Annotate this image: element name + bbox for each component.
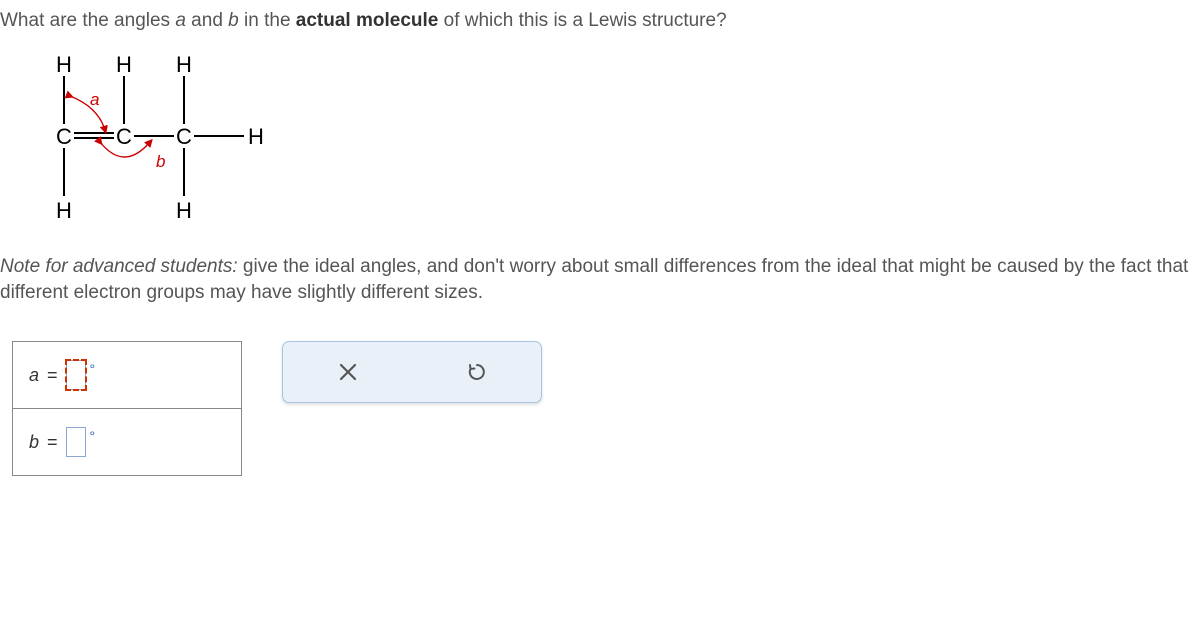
button-group xyxy=(282,341,542,403)
question-var-b: b xyxy=(228,10,239,31)
atom-H-bot-1: H xyxy=(56,198,72,224)
atom-H-bot-3: H xyxy=(176,198,192,224)
answer-eq-b: = xyxy=(47,432,58,453)
bond-v-3 xyxy=(183,76,185,124)
atom-H-right: H xyxy=(248,124,264,150)
bond-single-c3-h xyxy=(194,135,244,137)
reset-button[interactable] xyxy=(457,352,497,392)
answer-b-label: b xyxy=(29,432,39,453)
bond-double-c1-c2 xyxy=(74,132,114,139)
note-lead: Note for advanced students: xyxy=(0,256,238,277)
input-a[interactable] xyxy=(66,360,86,390)
answer-row: a = ° b = ° xyxy=(12,341,1200,476)
atom-C2: C xyxy=(116,124,132,150)
atom-H-top-2: H xyxy=(116,52,132,78)
atom-H-top-3: H xyxy=(176,52,192,78)
clear-button[interactable] xyxy=(328,352,368,392)
bond-v-bot-1 xyxy=(63,148,65,196)
question-prefix: What are the angles xyxy=(0,10,175,31)
angle-label-a: a xyxy=(90,90,99,110)
answer-box: a = ° b = ° xyxy=(12,341,242,476)
degree-a: ° xyxy=(90,361,96,377)
answer-cell-a: a = ° xyxy=(13,342,241,408)
answer-eq-a: = xyxy=(47,365,58,386)
undo-icon xyxy=(465,360,489,384)
atom-C3: C xyxy=(176,124,192,150)
question-mid1: and xyxy=(186,10,228,31)
bond-v-1 xyxy=(63,76,65,124)
degree-b: ° xyxy=(90,428,96,444)
atom-H-top-1: H xyxy=(56,52,72,78)
bond-v-bot-3 xyxy=(183,148,185,196)
question-var-a: a xyxy=(175,10,186,31)
close-icon xyxy=(336,360,360,384)
question-bold: actual molecule xyxy=(296,10,439,31)
note-text: Note for advanced students: give the ide… xyxy=(0,250,1200,305)
bond-v-2 xyxy=(123,76,125,124)
angle-label-b: b xyxy=(156,152,165,172)
question-text: What are the angles a and b in the actua… xyxy=(0,0,1200,32)
input-b[interactable] xyxy=(66,427,86,457)
lewis-structure-diagram: H H H C C C H H H a b xyxy=(50,52,310,232)
atom-C1: C xyxy=(56,124,72,150)
bond-single-c2-c3 xyxy=(134,135,174,137)
question-mid2: in the xyxy=(239,10,296,31)
answer-a-label: a xyxy=(29,365,39,386)
answer-cell-b: b = ° xyxy=(13,408,241,475)
question-suffix: of which this is a Lewis structure? xyxy=(438,10,726,31)
